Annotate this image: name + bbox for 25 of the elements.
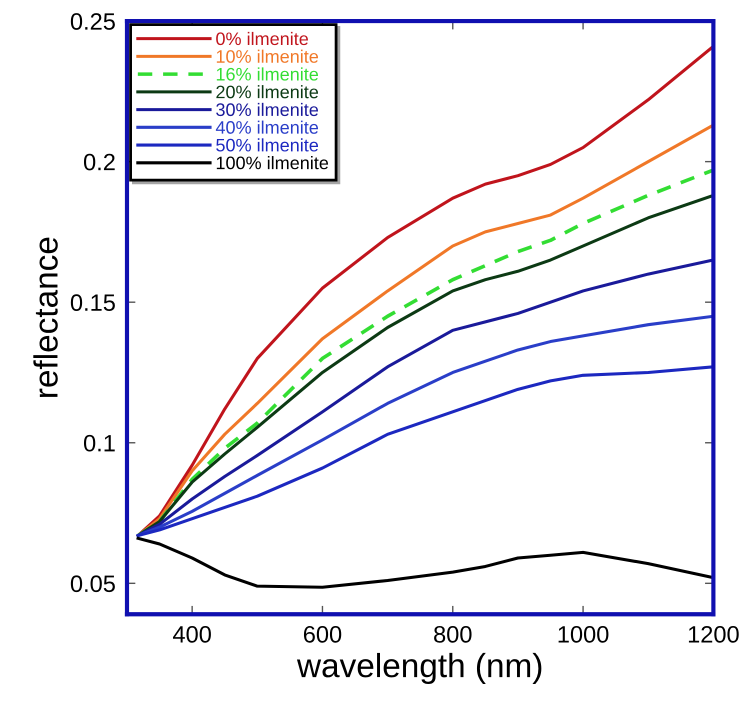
legend-label: 16% ilmenite — [216, 67, 318, 81]
legend-label: 20% ilmenite — [216, 85, 318, 98]
x-tick-label: 400 — [172, 626, 211, 643]
y-tick-label: 0.25 — [70, 13, 115, 30]
x-tick-label: 800 — [434, 626, 472, 643]
legend-label: 40% ilmenite — [216, 120, 318, 134]
x-tick-label: 1000 — [558, 626, 608, 643]
line-series — [136, 365, 714, 538]
x-tick-label: 1200 — [688, 626, 739, 643]
x-axis-title: wavelength (nm) — [296, 652, 542, 684]
line-series — [136, 44, 714, 538]
line-series — [136, 536, 714, 589]
legend-label: 0% ilmenite — [216, 32, 308, 46]
legend-label: 10% ilmenite — [216, 50, 318, 63]
legend-label: 30% ilmenite — [216, 102, 318, 116]
y-axis-title: reflectance — [33, 238, 58, 397]
y-tick-label: 0.15 — [70, 294, 115, 311]
y-tick-label: 0.05 — [70, 575, 115, 592]
x-tick-label: 600 — [304, 626, 342, 643]
line-series — [136, 258, 714, 538]
y-tick-label: 0.2 — [84, 154, 115, 170]
legend-label: 100% ilmenite — [216, 156, 328, 170]
y-tick-label: 0.1 — [84, 434, 115, 452]
line-series — [136, 314, 714, 538]
legend-label: 50% ilmenite — [216, 138, 318, 152]
